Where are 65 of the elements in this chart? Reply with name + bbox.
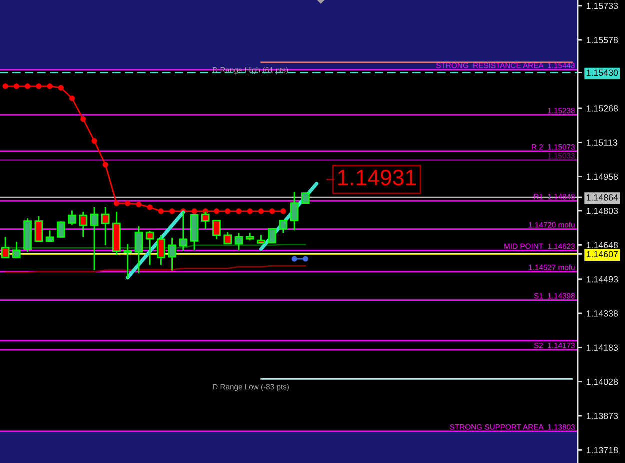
y-tick-label: 1.13873 xyxy=(587,413,618,420)
candlestick xyxy=(124,243,132,280)
point xyxy=(302,256,308,262)
point xyxy=(14,84,20,90)
candlestick xyxy=(212,220,221,240)
point xyxy=(270,208,276,214)
point xyxy=(114,200,120,206)
candlestick xyxy=(234,232,244,252)
point xyxy=(192,208,198,214)
point xyxy=(292,256,298,262)
y-tick-label: 1.14958 xyxy=(587,174,618,180)
candlestick xyxy=(168,237,176,272)
candlestick xyxy=(302,192,310,204)
point xyxy=(147,204,153,210)
y-tick-label: 1.15430 xyxy=(587,70,618,76)
candlestick xyxy=(290,191,299,232)
candlestick xyxy=(157,234,166,266)
candlestick xyxy=(279,220,288,234)
point xyxy=(236,208,242,214)
y-tick-label: 1.15578 xyxy=(587,37,618,44)
point xyxy=(58,85,64,91)
point xyxy=(258,208,264,214)
point xyxy=(280,208,286,214)
y-tick-label: 1.14864 xyxy=(587,194,618,201)
y-tick-label: 1.15113 xyxy=(587,140,618,146)
y-tick-label: 1.14803 xyxy=(587,208,618,214)
y-tick-label: 1.14607 xyxy=(587,251,618,258)
y-tick-label: 1.14338 xyxy=(587,310,618,317)
y-tick-label: 1.15733 xyxy=(587,2,618,10)
point xyxy=(125,200,131,206)
candlestick xyxy=(46,230,54,242)
y-tick-label: 1.15268 xyxy=(587,105,618,112)
candlestick xyxy=(101,206,110,246)
point xyxy=(47,84,53,90)
point xyxy=(2,84,8,90)
candlestick xyxy=(68,210,76,226)
point xyxy=(92,138,98,144)
point xyxy=(102,162,108,168)
point xyxy=(170,208,176,214)
candlestick xyxy=(224,232,232,245)
line-series xyxy=(4,265,306,274)
point xyxy=(247,208,253,214)
point xyxy=(225,208,231,214)
candlestick xyxy=(56,220,66,239)
point xyxy=(158,208,164,214)
candlestick xyxy=(134,226,144,274)
annotation: 1.14931 xyxy=(338,170,416,186)
candlestick xyxy=(146,230,154,266)
point xyxy=(69,96,76,102)
point xyxy=(36,84,42,90)
point xyxy=(25,84,31,90)
candlestick xyxy=(268,228,276,244)
point xyxy=(136,202,142,208)
point xyxy=(214,208,220,214)
candlestick xyxy=(79,211,88,238)
candlestick xyxy=(34,216,44,242)
candlestick xyxy=(90,206,99,271)
y-tick-label: 1.14028 xyxy=(587,378,618,386)
candlestick xyxy=(12,241,21,258)
point xyxy=(80,116,86,122)
candlestick xyxy=(1,236,10,259)
y-tick-label: 1.14648 xyxy=(587,242,618,248)
y-tick-label: 1.14493 xyxy=(587,276,618,283)
y-tick-label: 1.13718 xyxy=(587,447,618,454)
y-tick-label: 1.14183 xyxy=(587,344,618,351)
